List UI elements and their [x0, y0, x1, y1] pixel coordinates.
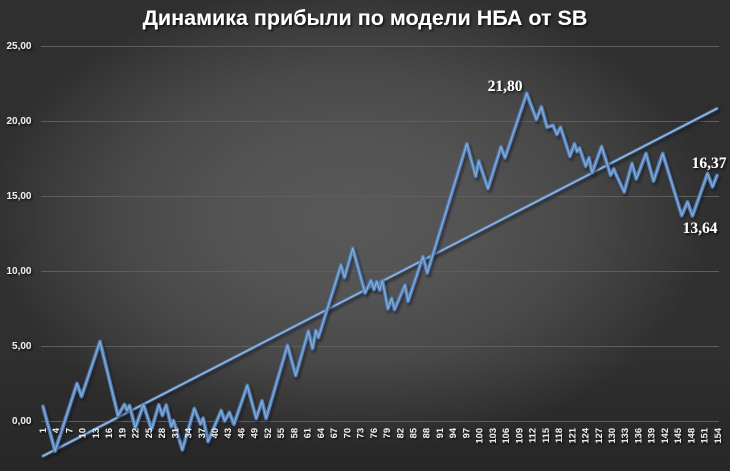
svg-text:148: 148: [686, 428, 696, 444]
svg-text:73: 73: [356, 428, 366, 438]
svg-text:28: 28: [157, 428, 167, 438]
svg-text:43: 43: [223, 428, 233, 438]
svg-text:103: 103: [488, 428, 498, 444]
svg-text:97: 97: [461, 428, 471, 438]
svg-text:145: 145: [673, 428, 683, 444]
svg-text:34: 34: [184, 427, 194, 438]
svg-text:13: 13: [91, 428, 101, 438]
svg-text:133: 133: [620, 428, 630, 444]
svg-text:76: 76: [369, 428, 379, 438]
svg-text:15,00: 15,00: [6, 191, 31, 202]
svg-text:136: 136: [634, 428, 644, 444]
svg-text:20,00: 20,00: [6, 116, 31, 127]
svg-text:58: 58: [289, 428, 299, 438]
svg-text:112: 112: [528, 428, 538, 443]
svg-text:100: 100: [475, 428, 485, 444]
svg-text:31: 31: [170, 428, 180, 438]
svg-text:13,64: 13,64: [683, 220, 718, 237]
svg-text:151: 151: [700, 428, 710, 444]
svg-text:52: 52: [263, 428, 273, 438]
svg-text:55: 55: [276, 428, 286, 438]
svg-text:4: 4: [51, 427, 61, 433]
svg-text:49: 49: [250, 428, 260, 438]
svg-text:Динамика прибыли по модели НБА: Динамика прибыли по модели НБА от SB: [143, 6, 588, 30]
svg-text:10,00: 10,00: [6, 266, 31, 277]
svg-text:21,80: 21,80: [488, 78, 523, 95]
svg-text:5,00: 5,00: [12, 341, 32, 352]
svg-text:70: 70: [342, 428, 352, 438]
svg-text:82: 82: [395, 428, 405, 438]
svg-text:106: 106: [501, 428, 511, 444]
svg-text:67: 67: [329, 428, 339, 438]
svg-text:0,00: 0,00: [12, 416, 32, 427]
svg-text:1: 1: [38, 428, 48, 433]
svg-text:22: 22: [131, 428, 141, 438]
svg-text:79: 79: [382, 428, 392, 438]
svg-text:139: 139: [647, 428, 657, 444]
svg-text:61: 61: [303, 428, 313, 438]
svg-text:46: 46: [237, 428, 247, 438]
svg-text:16: 16: [104, 428, 114, 438]
svg-text:85: 85: [409, 428, 419, 438]
svg-text:91: 91: [435, 428, 445, 438]
svg-text:154: 154: [713, 427, 723, 443]
svg-text:115: 115: [541, 428, 551, 443]
svg-text:109: 109: [514, 428, 524, 444]
svg-text:37: 37: [197, 428, 207, 438]
svg-text:16,37: 16,37: [692, 155, 727, 172]
svg-text:124: 124: [581, 427, 591, 443]
svg-text:142: 142: [660, 428, 670, 444]
svg-text:25,00: 25,00: [6, 41, 31, 52]
svg-text:10: 10: [78, 428, 88, 438]
svg-text:25: 25: [144, 428, 154, 438]
svg-text:64: 64: [316, 427, 326, 438]
svg-text:40: 40: [210, 428, 220, 438]
svg-text:7: 7: [64, 428, 74, 433]
svg-text:88: 88: [422, 428, 432, 438]
svg-text:19: 19: [117, 428, 127, 438]
svg-text:94: 94: [448, 427, 458, 438]
svg-text:127: 127: [594, 428, 604, 444]
svg-text:118: 118: [554, 428, 564, 443]
svg-text:121: 121: [567, 428, 577, 444]
svg-text:130: 130: [607, 428, 617, 444]
